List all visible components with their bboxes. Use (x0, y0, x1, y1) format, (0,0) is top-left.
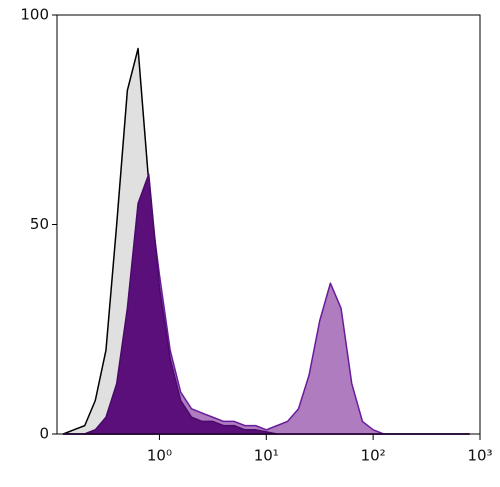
y-tick-label: 100 (20, 6, 49, 24)
x-tick-label: 10³ (467, 447, 492, 465)
y-tick-label: 0 (39, 425, 49, 443)
x-tick-label: 10² (361, 447, 386, 465)
x-tick-label: 10¹ (254, 447, 279, 465)
y-tick-label: 50 (30, 215, 49, 233)
x-tick-label: 10⁰ (147, 447, 172, 465)
